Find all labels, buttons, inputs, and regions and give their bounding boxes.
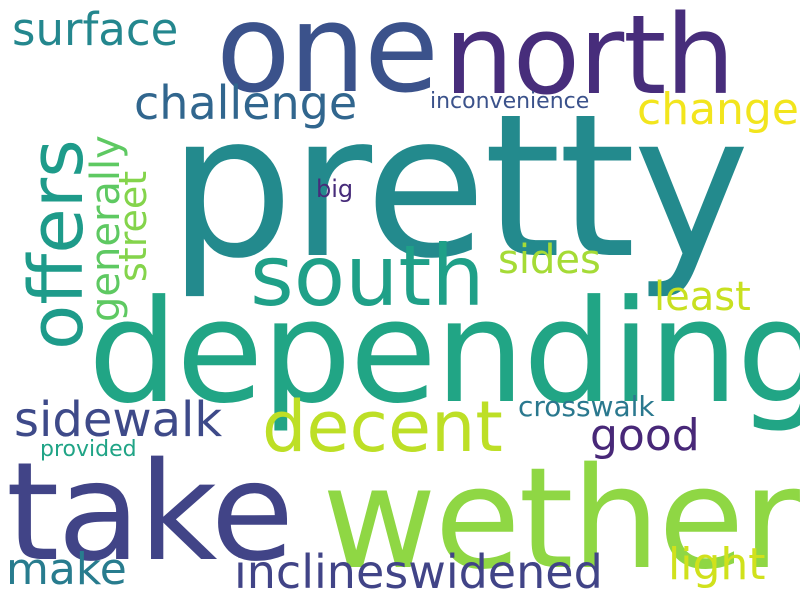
word-south: south	[250, 227, 485, 325]
word-inclineswidened: inclineswidened	[234, 545, 603, 599]
word-good: good	[590, 410, 700, 461]
word-pretty: pretty	[168, 71, 750, 302]
word-provided: provided	[40, 437, 137, 462]
word-one: one	[216, 0, 439, 120]
word-take: take	[6, 434, 294, 592]
word-surface: surface	[12, 3, 179, 56]
word-big: big	[316, 175, 354, 203]
word-least: least	[654, 274, 751, 320]
word-light: light	[668, 539, 766, 590]
word-depending: depending	[88, 270, 800, 435]
word-sidewalk: sidewalk	[14, 392, 223, 448]
word-challenge: challenge	[134, 76, 358, 130]
word-change: change	[637, 84, 799, 135]
word-make: make	[6, 544, 127, 595]
word-north: north	[444, 0, 735, 119]
word-crosswalk: crosswalk	[518, 390, 655, 423]
word-decent: decent	[262, 386, 503, 468]
word-street: street	[111, 170, 155, 282]
word-inconvenience: inconvenience	[430, 89, 590, 114]
word-sides: sides	[498, 237, 601, 283]
word-wether: wether	[322, 438, 800, 600]
